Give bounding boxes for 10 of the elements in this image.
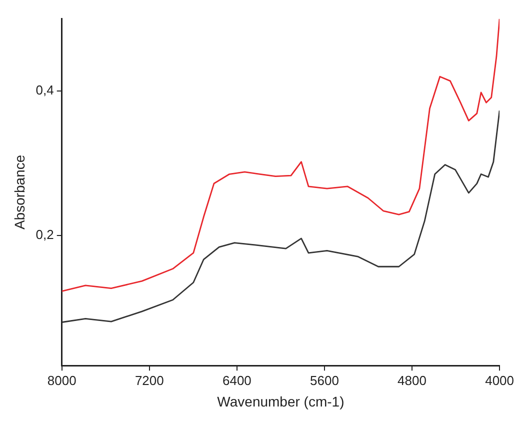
y-tick-label: 0,4 bbox=[36, 82, 54, 98]
x-axis-title: Wavenumber (cm-1) bbox=[217, 393, 344, 410]
y-tick-label: 0,2 bbox=[36, 227, 54, 242]
x-tick-label: 8000 bbox=[47, 372, 76, 388]
x-tick-label: 6400 bbox=[222, 372, 252, 388]
x-tick-label: 5600 bbox=[310, 372, 339, 388]
x-tick-label: 4800 bbox=[398, 372, 426, 388]
x-tick-label: 7200 bbox=[134, 372, 164, 388]
y-axis-title: Absorbance bbox=[11, 154, 28, 230]
x-tick-label: 4000 bbox=[485, 372, 514, 388]
